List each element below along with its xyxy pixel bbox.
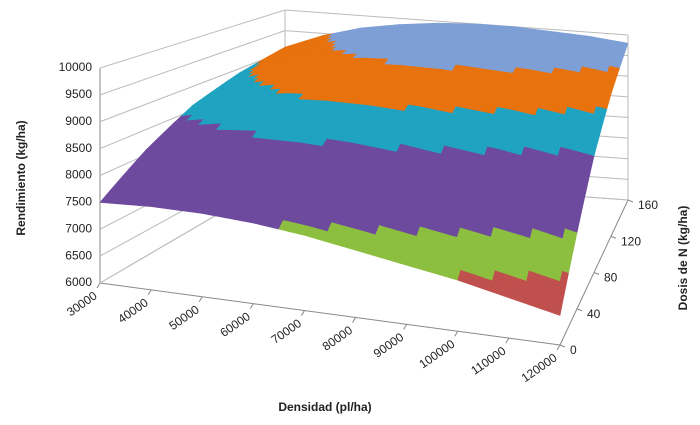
surface-cell bbox=[325, 57, 405, 107]
surface-cell bbox=[320, 24, 401, 60]
y-tick-label: 40 bbox=[587, 307, 601, 321]
y-tick-label: 80 bbox=[604, 271, 618, 285]
x-tick-label: 40000 bbox=[115, 295, 151, 326]
surface-cell bbox=[99, 147, 195, 207]
grid-line bbox=[284, 9, 629, 36]
surface-cell bbox=[445, 23, 515, 70]
z-tick-label: 6500 bbox=[65, 248, 92, 262]
surface-cell bbox=[433, 122, 506, 204]
x-axis-title: Densidad (pl/ha) bbox=[278, 400, 371, 414]
tick-mark bbox=[301, 310, 305, 316]
surface-cell bbox=[145, 100, 238, 151]
tick-mark bbox=[559, 344, 566, 348]
z-tick-label: 9500 bbox=[65, 87, 92, 101]
surface-cell bbox=[238, 35, 324, 74]
x-tick-label: 50000 bbox=[166, 302, 202, 333]
surface-cell bbox=[355, 176, 434, 266]
z-tick-label: 10000 bbox=[59, 60, 93, 74]
surface-cell bbox=[337, 105, 417, 177]
x-tick-label: 120000 bbox=[519, 350, 560, 385]
tick-mark bbox=[96, 282, 101, 289]
y-tick-label: 160 bbox=[638, 198, 658, 212]
z-tick-label: 7000 bbox=[65, 221, 92, 235]
tick-mark bbox=[403, 324, 408, 330]
surface-cell bbox=[569, 36, 629, 95]
tick-mark bbox=[576, 308, 583, 312]
surface bbox=[99, 22, 629, 316]
grid-line bbox=[99, 50, 286, 123]
surface-cell bbox=[150, 147, 243, 214]
x-tick-label: 60000 bbox=[218, 309, 254, 340]
tick-mark bbox=[147, 289, 152, 296]
surface-cell bbox=[304, 165, 386, 251]
tick-mark bbox=[593, 272, 600, 275]
x-tick-label: 30000 bbox=[64, 288, 100, 319]
surface-cell bbox=[403, 22, 477, 64]
x-axis-line bbox=[99, 282, 561, 346]
x-tick-label: 110000 bbox=[468, 344, 508, 378]
z-tick-label: 7500 bbox=[65, 195, 92, 209]
z-axis-title: Rendimiento (kg/ha) bbox=[14, 120, 28, 235]
surface-cell bbox=[457, 203, 530, 299]
surface-cell bbox=[281, 57, 364, 102]
x-tick-label: 100000 bbox=[416, 337, 457, 372]
surface-cell bbox=[236, 58, 323, 102]
tick-mark bbox=[610, 235, 617, 239]
surface-cell bbox=[279, 27, 362, 65]
surface-cell bbox=[201, 150, 291, 224]
surface-patch bbox=[553, 302, 563, 316]
tick-mark bbox=[556, 344, 561, 351]
surface-cell bbox=[370, 59, 447, 114]
tick-mark bbox=[505, 337, 510, 344]
surface-cell bbox=[527, 31, 591, 85]
surface-cell bbox=[385, 112, 461, 191]
y-tick-label: 0 bbox=[570, 343, 577, 357]
x-tick-label: 80000 bbox=[320, 323, 356, 354]
surface-cell bbox=[459, 69, 529, 133]
grid-line bbox=[99, 30, 286, 96]
grid-line bbox=[99, 9, 286, 69]
z-tick-label: 8500 bbox=[65, 141, 92, 155]
y-axis-title: Dosis de N (kg/ha) bbox=[676, 206, 690, 311]
surface-cell bbox=[528, 143, 595, 234]
surface-cell bbox=[504, 75, 571, 145]
surface-cell bbox=[252, 156, 339, 236]
surface-cell bbox=[406, 189, 482, 281]
surface-cell bbox=[415, 63, 488, 123]
surface-cell bbox=[549, 83, 612, 157]
surface-cell bbox=[508, 216, 578, 316]
surface-cell bbox=[480, 131, 550, 218]
surface-cell bbox=[486, 26, 553, 76]
y-tick-label: 120 bbox=[621, 234, 641, 248]
tick-mark bbox=[627, 199, 634, 203]
surface-cell bbox=[289, 100, 372, 166]
x-tick-label: 70000 bbox=[269, 316, 305, 347]
surface-cell bbox=[362, 22, 439, 60]
tick-mark bbox=[352, 317, 356, 323]
z-tick-label: 9000 bbox=[65, 114, 92, 128]
tick-mark bbox=[249, 303, 254, 309]
tick-mark bbox=[454, 330, 459, 337]
tick-mark bbox=[198, 296, 203, 303]
z-tick-label: 8000 bbox=[65, 168, 92, 182]
z-tick-label: 6000 bbox=[65, 275, 92, 289]
x-tick-label: 90000 bbox=[371, 330, 407, 361]
